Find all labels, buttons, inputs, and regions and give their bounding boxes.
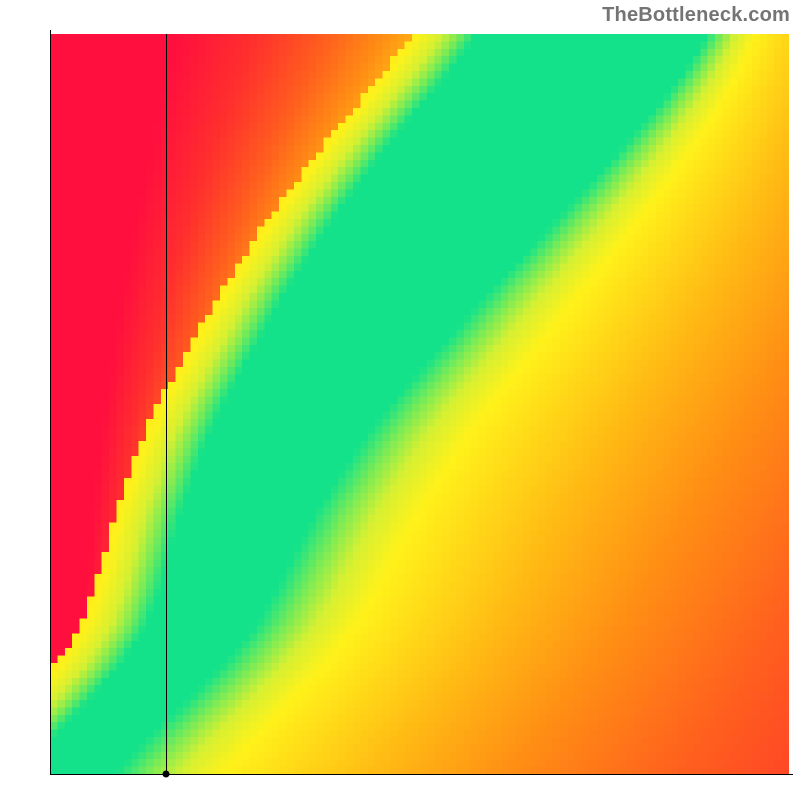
y-axis-line — [50, 30, 51, 775]
x-axis-line — [50, 774, 793, 775]
marker-dot — [163, 771, 170, 778]
marker-vertical-line — [166, 34, 167, 774]
chart-container: TheBottleneck.com — [0, 0, 800, 800]
attribution-text: TheBottleneck.com — [602, 4, 790, 27]
heatmap-plot-area — [50, 34, 789, 774]
heatmap-canvas — [50, 34, 789, 774]
